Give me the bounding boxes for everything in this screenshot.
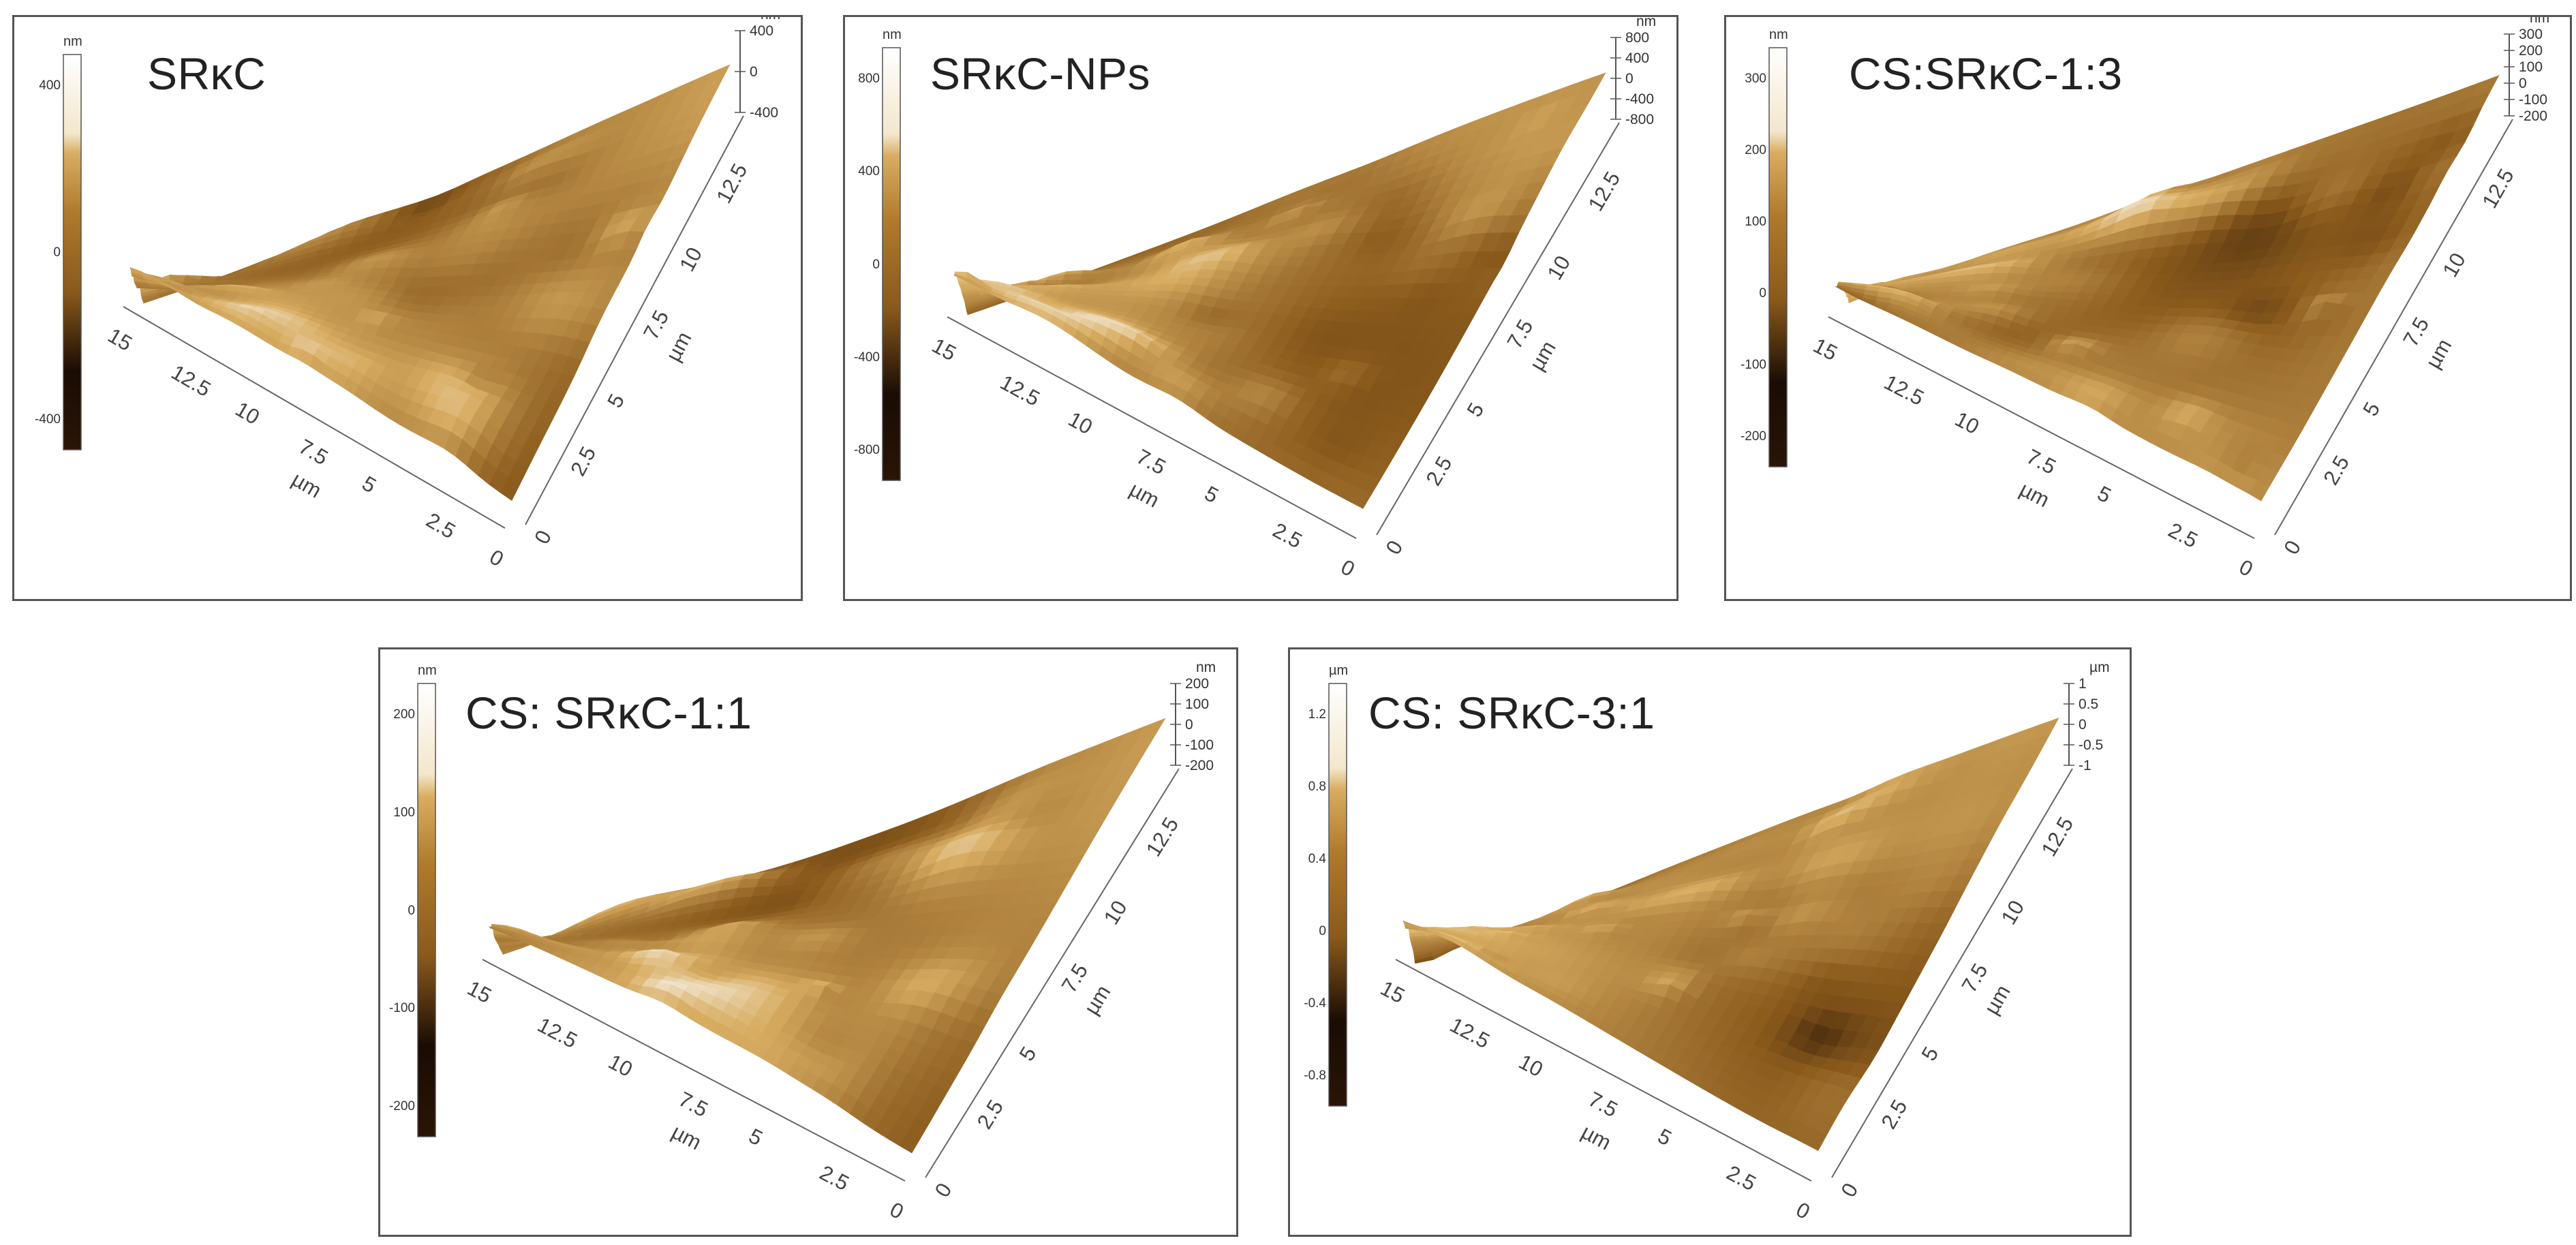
colorbar-tick: 400 [858, 164, 880, 179]
colorbar-tick: -200 [1740, 429, 1766, 444]
colorbar-tick: -0.4 [1304, 996, 1326, 1011]
surface-plot [1328, 683, 2074, 1182]
y-axis-line [925, 768, 1180, 1178]
surface-plot [417, 683, 1181, 1182]
colorbar-tick: 0 [408, 903, 415, 918]
colorbar-tick: 200 [1745, 143, 1766, 157]
z-axis-tick: 100 [2519, 59, 2543, 75]
z-axis-tick: 200 [1185, 676, 1210, 692]
z-axis-tick: 0 [1185, 717, 1193, 733]
z-axis-tick: 0.5 [2079, 696, 2099, 712]
z-axis-tick: 800 [1625, 30, 1650, 46]
z-axis-tick: 400 [1625, 50, 1650, 66]
surface-plot [63, 30, 746, 529]
z-axis-tick: -100 [2519, 92, 2548, 108]
z-axis-tick: -800 [1625, 112, 1655, 127]
colorbar-tick: -800 [853, 443, 880, 457]
z-axis-tick: -200 [1185, 758, 1214, 773]
surface-mesh [953, 72, 1606, 509]
z-axis-unit: nm [1196, 660, 1216, 675]
colorbar-tick: 400 [39, 78, 61, 93]
colorbar-unit: nm [418, 663, 437, 678]
colorbar [1328, 683, 1347, 1107]
colorbar [882, 47, 901, 481]
colorbar-tick: -100 [388, 1001, 415, 1016]
x-axis-line [1395, 959, 1812, 1182]
z-axis-unit: µm [2089, 660, 2110, 675]
z-axis-tick: -400 [1625, 91, 1655, 107]
z-axis-tick: 0 [2079, 717, 2087, 733]
colorbar-tick: 0.8 [1308, 780, 1326, 794]
colorbar-unit: nm [63, 34, 82, 49]
z-axis-tick: 400 [750, 23, 774, 39]
colorbar [417, 683, 436, 1137]
z-axis-tick: 0 [1625, 71, 1634, 87]
colorbar-tick: 100 [393, 805, 415, 820]
surface-plot [1768, 33, 2515, 539]
z-axis-tick: 0 [750, 64, 758, 80]
panel-title: CS: SRκC-1:1 [465, 688, 752, 738]
colorbar-tick: 0.4 [1308, 852, 1326, 866]
z-axis-unit: nm [1636, 15, 1657, 29]
colorbar-tick: 0 [1759, 286, 1766, 301]
surface-plot [882, 37, 1621, 539]
colorbar-tick: 1.2 [1308, 707, 1326, 722]
x-axis-line [482, 959, 906, 1182]
x-axis-line [1828, 316, 2255, 539]
z-axis-tick: 0 [2519, 76, 2527, 91]
colorbar-tick: -400 [853, 350, 880, 365]
afm-panel-srkc-nps: SRκC-NPs nm 800 400 0 -400 -800 nm 800 400 0 -400-… [843, 15, 1678, 601]
y-axis-line [1376, 122, 1620, 536]
colorbar-tick: 100 [1745, 215, 1766, 229]
panel-title: CS: SRκC-3:1 [1368, 688, 1655, 738]
colorbar-tick: -400 [34, 412, 61, 427]
surface-mesh [489, 718, 1166, 1154]
colorbar-unit: nm [883, 27, 902, 42]
z-axis-unit: nm [761, 17, 780, 23]
y-axis-line [2274, 119, 2513, 536]
y-axis-line [1831, 768, 2073, 1178]
panel-title: CS:SRκC-1:3 [1849, 48, 2123, 99]
z-axis-tick: -100 [1185, 737, 1214, 753]
colorbar-tick: 0 [53, 245, 61, 260]
surface-mesh [129, 64, 731, 501]
colorbar-tick: 200 [393, 707, 415, 722]
afm-panel-cs-srkc-3-1: CS: SRκC-3:1 µm 1.2 0.8 0.4 0 -0.4 -0.8 µm 1 0.5 0… [1288, 647, 2132, 1237]
colorbar-tick: 0 [872, 257, 880, 272]
colorbar-unit: nm [1769, 27, 1788, 42]
afm-panel-cs-srkc-1-3: CS:SRκC-1:3 nm 300 200 100 0 -100 -200 nm 300 200… [1724, 15, 2572, 601]
z-axis-tick: -1 [2079, 758, 2091, 773]
surface-mesh [1402, 718, 2059, 1152]
y-axis-line [525, 115, 744, 525]
colorbar [1768, 47, 1788, 467]
z-axis-tick: -0.5 [2079, 737, 2104, 753]
afm-panel-cs-srkc-1-1: CS: SRκC-1:1 nm 200 100 0 -100 -200 nm 200 100 0-… [378, 647, 1238, 1237]
colorbar-tick: 0 [1319, 924, 1326, 938]
z-axis-tick: 1 [2079, 676, 2087, 692]
colorbar-tick: -100 [1740, 358, 1766, 372]
colorbar-tick: 800 [858, 72, 880, 86]
panel-title: SRκC-NPs [930, 48, 1151, 99]
colorbar-tick: -0.8 [1304, 1069, 1326, 1083]
colorbar-unit: µm [1329, 663, 1349, 678]
z-axis-tick: 300 [2519, 27, 2543, 42]
x-axis-line [947, 316, 1357, 539]
panel-title: SRκC [147, 48, 266, 99]
x-axis-line [123, 306, 506, 529]
colorbar-tick: -200 [388, 1099, 415, 1113]
afm-panel-srkc: SRκC nm4000-400nm4000-4001512.5107.552.5… [12, 15, 803, 601]
z-axis-unit: nm [2530, 15, 2550, 26]
z-axis-tick: 100 [1185, 696, 1210, 712]
colorbar [63, 54, 82, 450]
surface-mesh [1835, 75, 2500, 502]
z-axis-tick: -400 [750, 105, 779, 121]
z-axis-tick: -200 [2519, 108, 2548, 124]
colorbar-tick: 300 [1745, 72, 1766, 86]
z-axis-tick: 200 [2519, 43, 2543, 59]
